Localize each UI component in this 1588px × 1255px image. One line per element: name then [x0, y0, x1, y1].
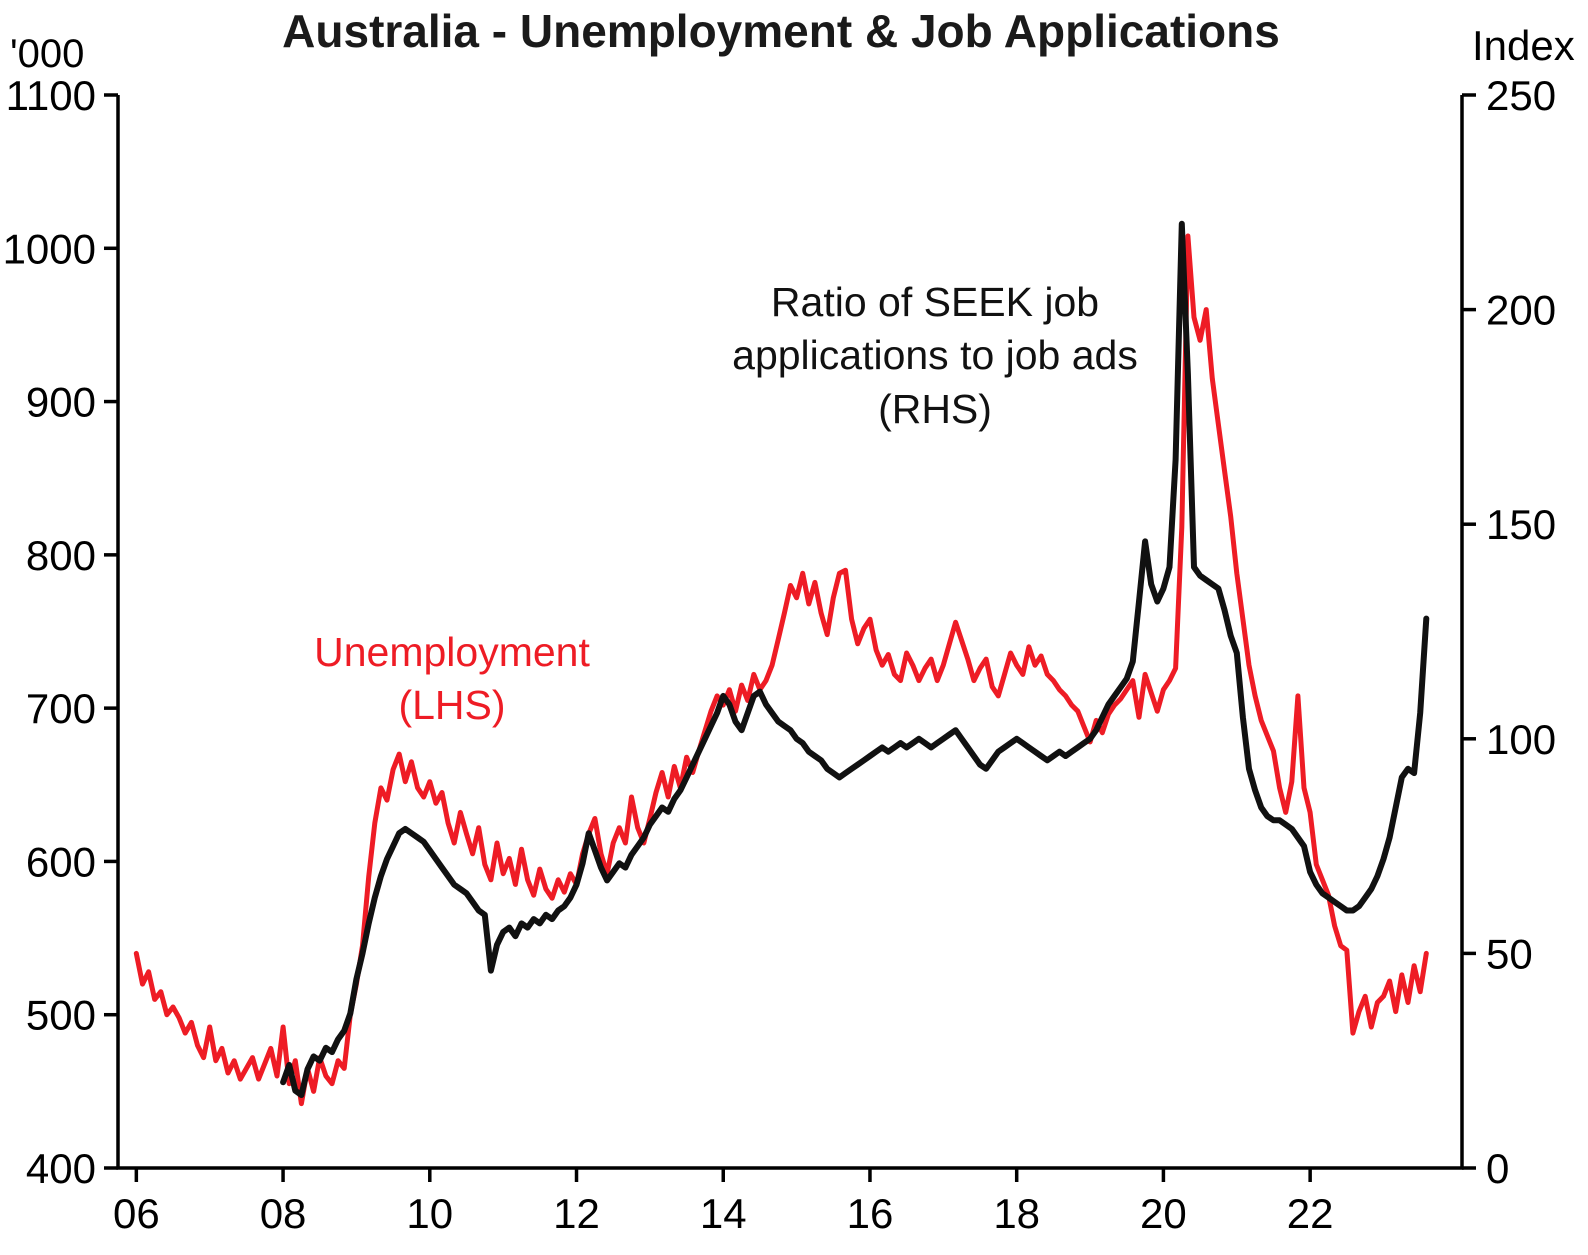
right-axis-tick-label: 50 — [1486, 930, 1533, 977]
x-axis-tick-label: 16 — [847, 1190, 894, 1237]
x-axis-tick-label: 06 — [113, 1190, 160, 1237]
right-axis-tick-label: 150 — [1486, 501, 1556, 548]
left-axis-tick-label: 800 — [26, 532, 96, 579]
right-axis-tick-label: 250 — [1486, 72, 1556, 119]
x-axis-tick-label: 18 — [993, 1190, 1040, 1237]
right-axis-unit-label: Index — [1472, 22, 1575, 69]
x-axis-tick-label: 20 — [1140, 1190, 1187, 1237]
ratio-line — [280, 220, 1430, 1098]
right-axis-tick-label: 100 — [1486, 716, 1556, 763]
x-axis-tick-label: 08 — [260, 1190, 307, 1237]
right-axis-tick-label: 200 — [1486, 287, 1556, 334]
left-axis-tick-label: 1000 — [3, 225, 96, 272]
x-axis-tick-label: 22 — [1287, 1190, 1334, 1237]
axes-frame — [116, 95, 1464, 1170]
left-axis-tick-label: 400 — [26, 1145, 96, 1192]
right-axis-tick-label: 0 — [1486, 1145, 1509, 1192]
ratio-series-annotation: Ratio of SEEK job applications to job ad… — [732, 279, 1138, 432]
left-axis-tick-label: 1100 — [6, 72, 96, 119]
left-axis-tick-label: 900 — [26, 379, 96, 426]
unemployment-series-annotation: Unemployment (LHS) — [314, 629, 590, 729]
left-axis-tick-label: 700 — [26, 685, 96, 732]
left-axis-tick-label: 500 — [26, 992, 96, 1039]
left-axis-tick-label: 600 — [26, 838, 96, 885]
chart-title: Australia - Unemployment & Job Applicati… — [282, 5, 1280, 57]
left-axis-unit-label: '000 — [10, 32, 85, 76]
x-axis-tick-label: 10 — [406, 1190, 453, 1237]
x-axis-tick-label: 14 — [700, 1190, 747, 1237]
x-axis-tick-label: 12 — [553, 1190, 600, 1237]
